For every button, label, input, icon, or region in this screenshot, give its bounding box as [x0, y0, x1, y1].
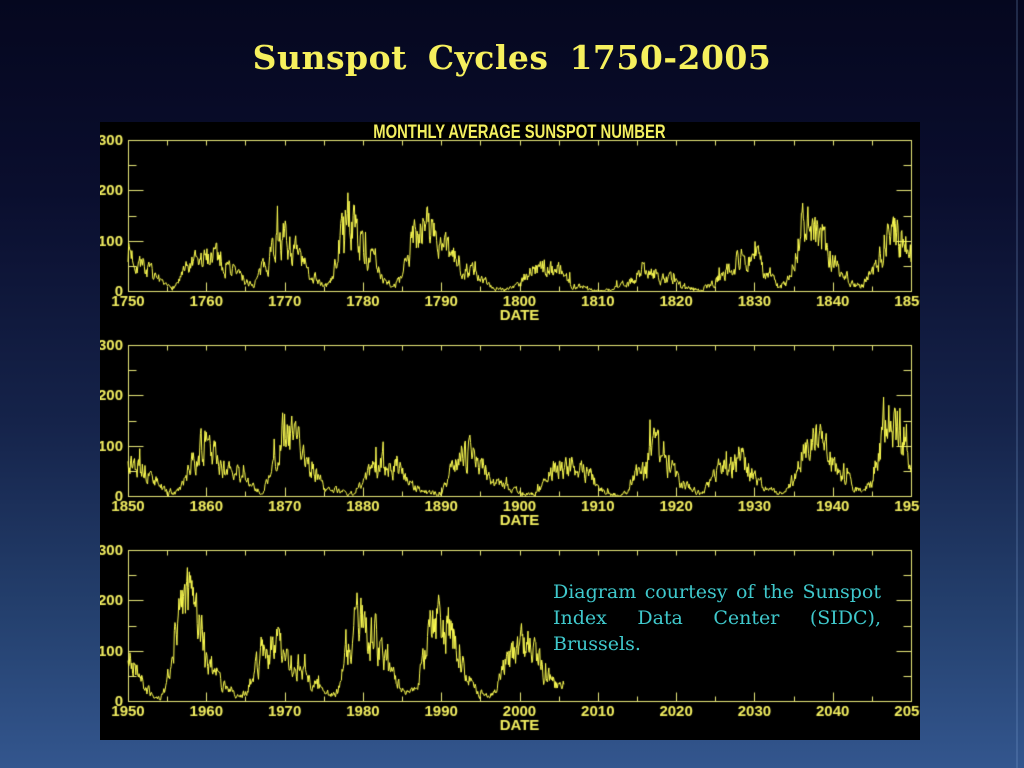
slide-title: Sunspot Cycles 1750-2005 — [252, 38, 772, 77]
sunspot-plots-canvas — [100, 122, 920, 740]
slide-edge-highlight — [1016, 0, 1018, 768]
credit-text: Diagram courtesy of the Sunspot Index Da… — [553, 581, 881, 655]
figure-title: MONTHLY AVERAGE SUNSPOT NUMBER — [128, 122, 911, 144]
figure-title-text: MONTHLY AVERAGE SUNSPOT NUMBER — [373, 122, 666, 143]
sunspot-figure: MONTHLY AVERAGE SUNSPOT NUMBER Diagram c… — [100, 122, 920, 740]
